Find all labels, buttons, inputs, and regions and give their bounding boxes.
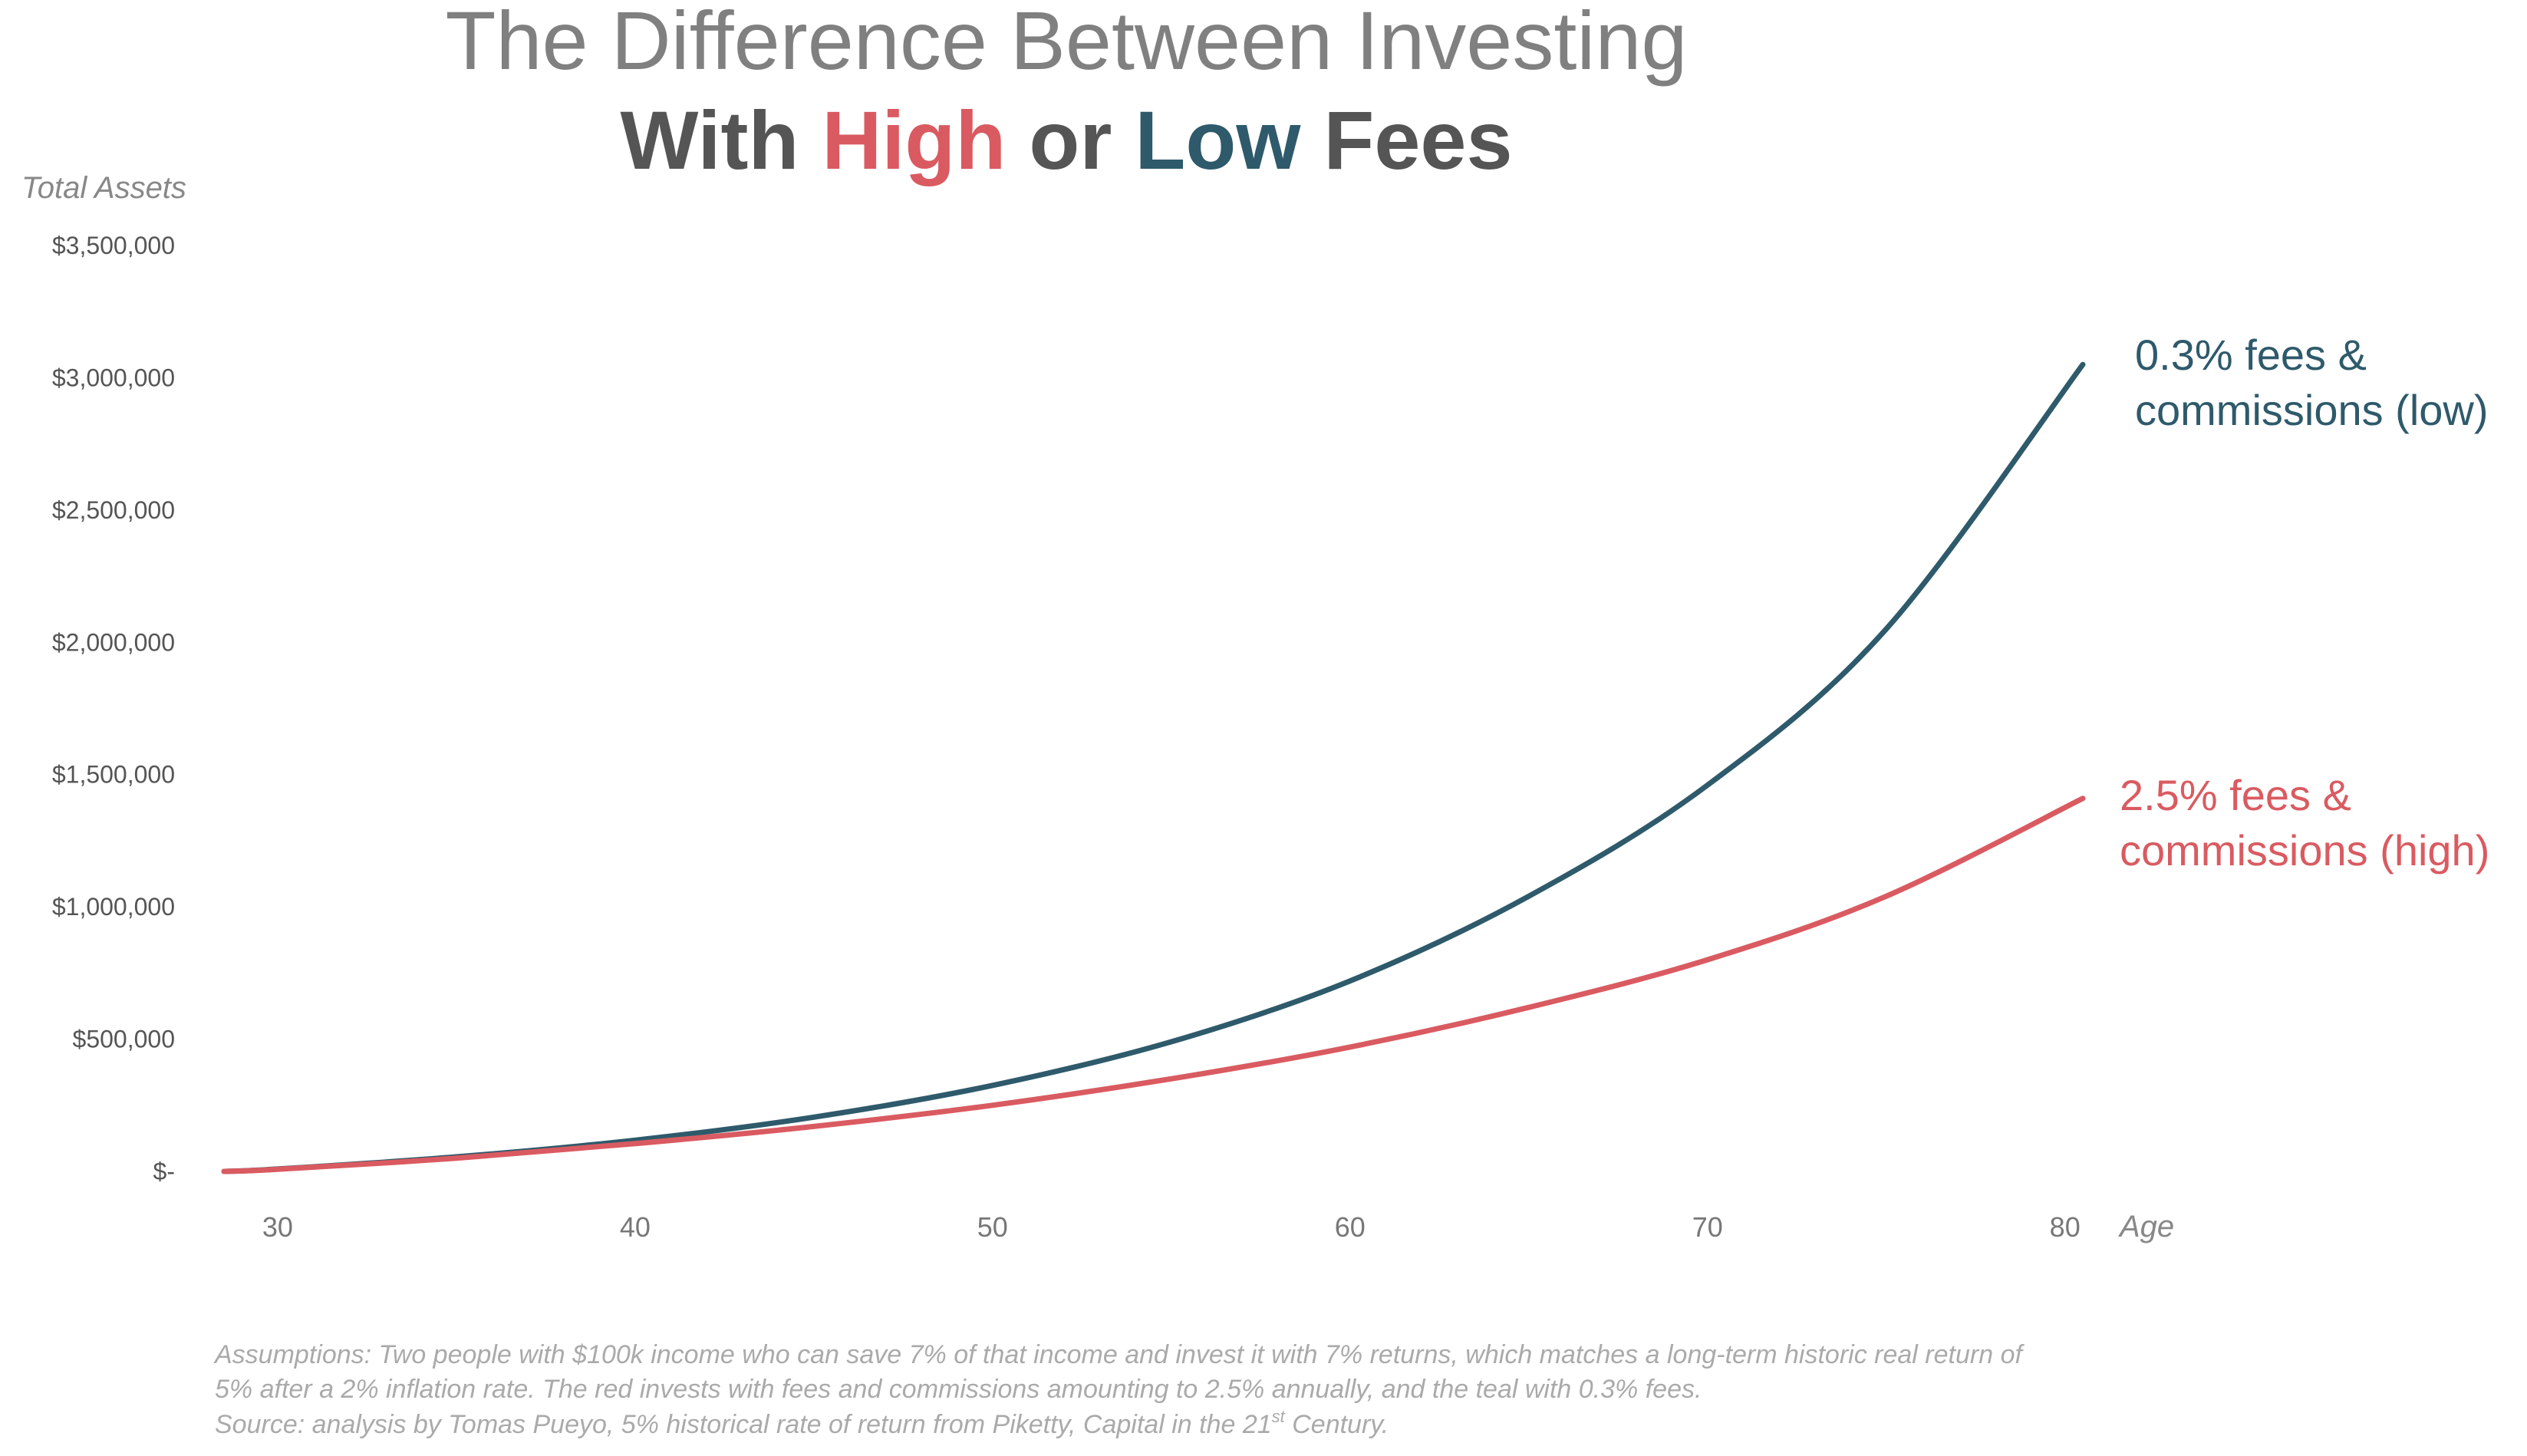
source-note-end: Century. bbox=[1285, 1410, 1389, 1439]
series-line-high bbox=[221, 796, 2086, 1174]
chart-title-line2: With High or Low Fees bbox=[620, 94, 1512, 186]
title-low: Low bbox=[1135, 94, 1301, 186]
series-labels: 0.3% fees & commissions (low) 2.5% fees & c… bbox=[2120, 331, 2489, 875]
series-line-low bbox=[221, 361, 2086, 1174]
x-tick-label: 70 bbox=[1692, 1211, 1723, 1243]
y-tick-label: $1,500,000 bbox=[52, 761, 175, 789]
y-tick-label: $2,500,000 bbox=[52, 496, 175, 524]
source-note: Source: analysis by Tomas Pueyo, 5% hist… bbox=[215, 1407, 1389, 1439]
source-note-text: Source: analysis by Tomas Pueyo, 5% hist… bbox=[215, 1410, 1272, 1439]
chart-title-line1: The Difference Between Investing bbox=[446, 0, 1688, 87]
y-tick-label: $2,000,000 bbox=[52, 628, 175, 656]
series-label-low: commissions (low) bbox=[2135, 386, 2489, 434]
title-with: With bbox=[620, 94, 822, 186]
x-axis-ticks: 30 40 50 60 70 80 bbox=[262, 1211, 2081, 1243]
assumptions-note-line2: 5% after a 2% inflation rate. The red in… bbox=[215, 1375, 1702, 1404]
y-tick-label: $- bbox=[153, 1158, 175, 1185]
title-or: or bbox=[1006, 94, 1135, 186]
y-axis-ticks: $- $500,000 $1,000,000 $1,500,000 $2,000,000… bbox=[52, 232, 175, 1185]
title-high: High bbox=[822, 94, 1006, 186]
y-tick-label: $3,500,000 bbox=[52, 232, 175, 259]
series-label-low: 0.3% fees & bbox=[2135, 331, 2367, 379]
x-tick-label: 80 bbox=[2050, 1211, 2081, 1243]
x-tick-label: 60 bbox=[1335, 1211, 1366, 1243]
x-axis-title: Age bbox=[2118, 1210, 2174, 1244]
source-note-superscript: st bbox=[1272, 1407, 1286, 1426]
y-axis-title: Total Assets bbox=[21, 171, 186, 205]
y-tick-label: $500,000 bbox=[73, 1026, 175, 1053]
y-tick-label: $1,000,000 bbox=[52, 893, 175, 921]
x-tick-label: 30 bbox=[262, 1211, 293, 1243]
series-label-high: 2.5% fees & bbox=[2120, 771, 2351, 819]
series-lines bbox=[221, 361, 2086, 1174]
x-tick-label: 40 bbox=[620, 1211, 651, 1243]
y-tick-label: $3,000,000 bbox=[52, 364, 175, 391]
series-label-high: commissions (high) bbox=[2120, 826, 2489, 875]
x-tick-label: 50 bbox=[977, 1211, 1008, 1243]
assumptions-note-line1: Assumptions: Two people with $100k incom… bbox=[213, 1340, 2025, 1369]
title-fees: Fees bbox=[1300, 94, 1512, 186]
